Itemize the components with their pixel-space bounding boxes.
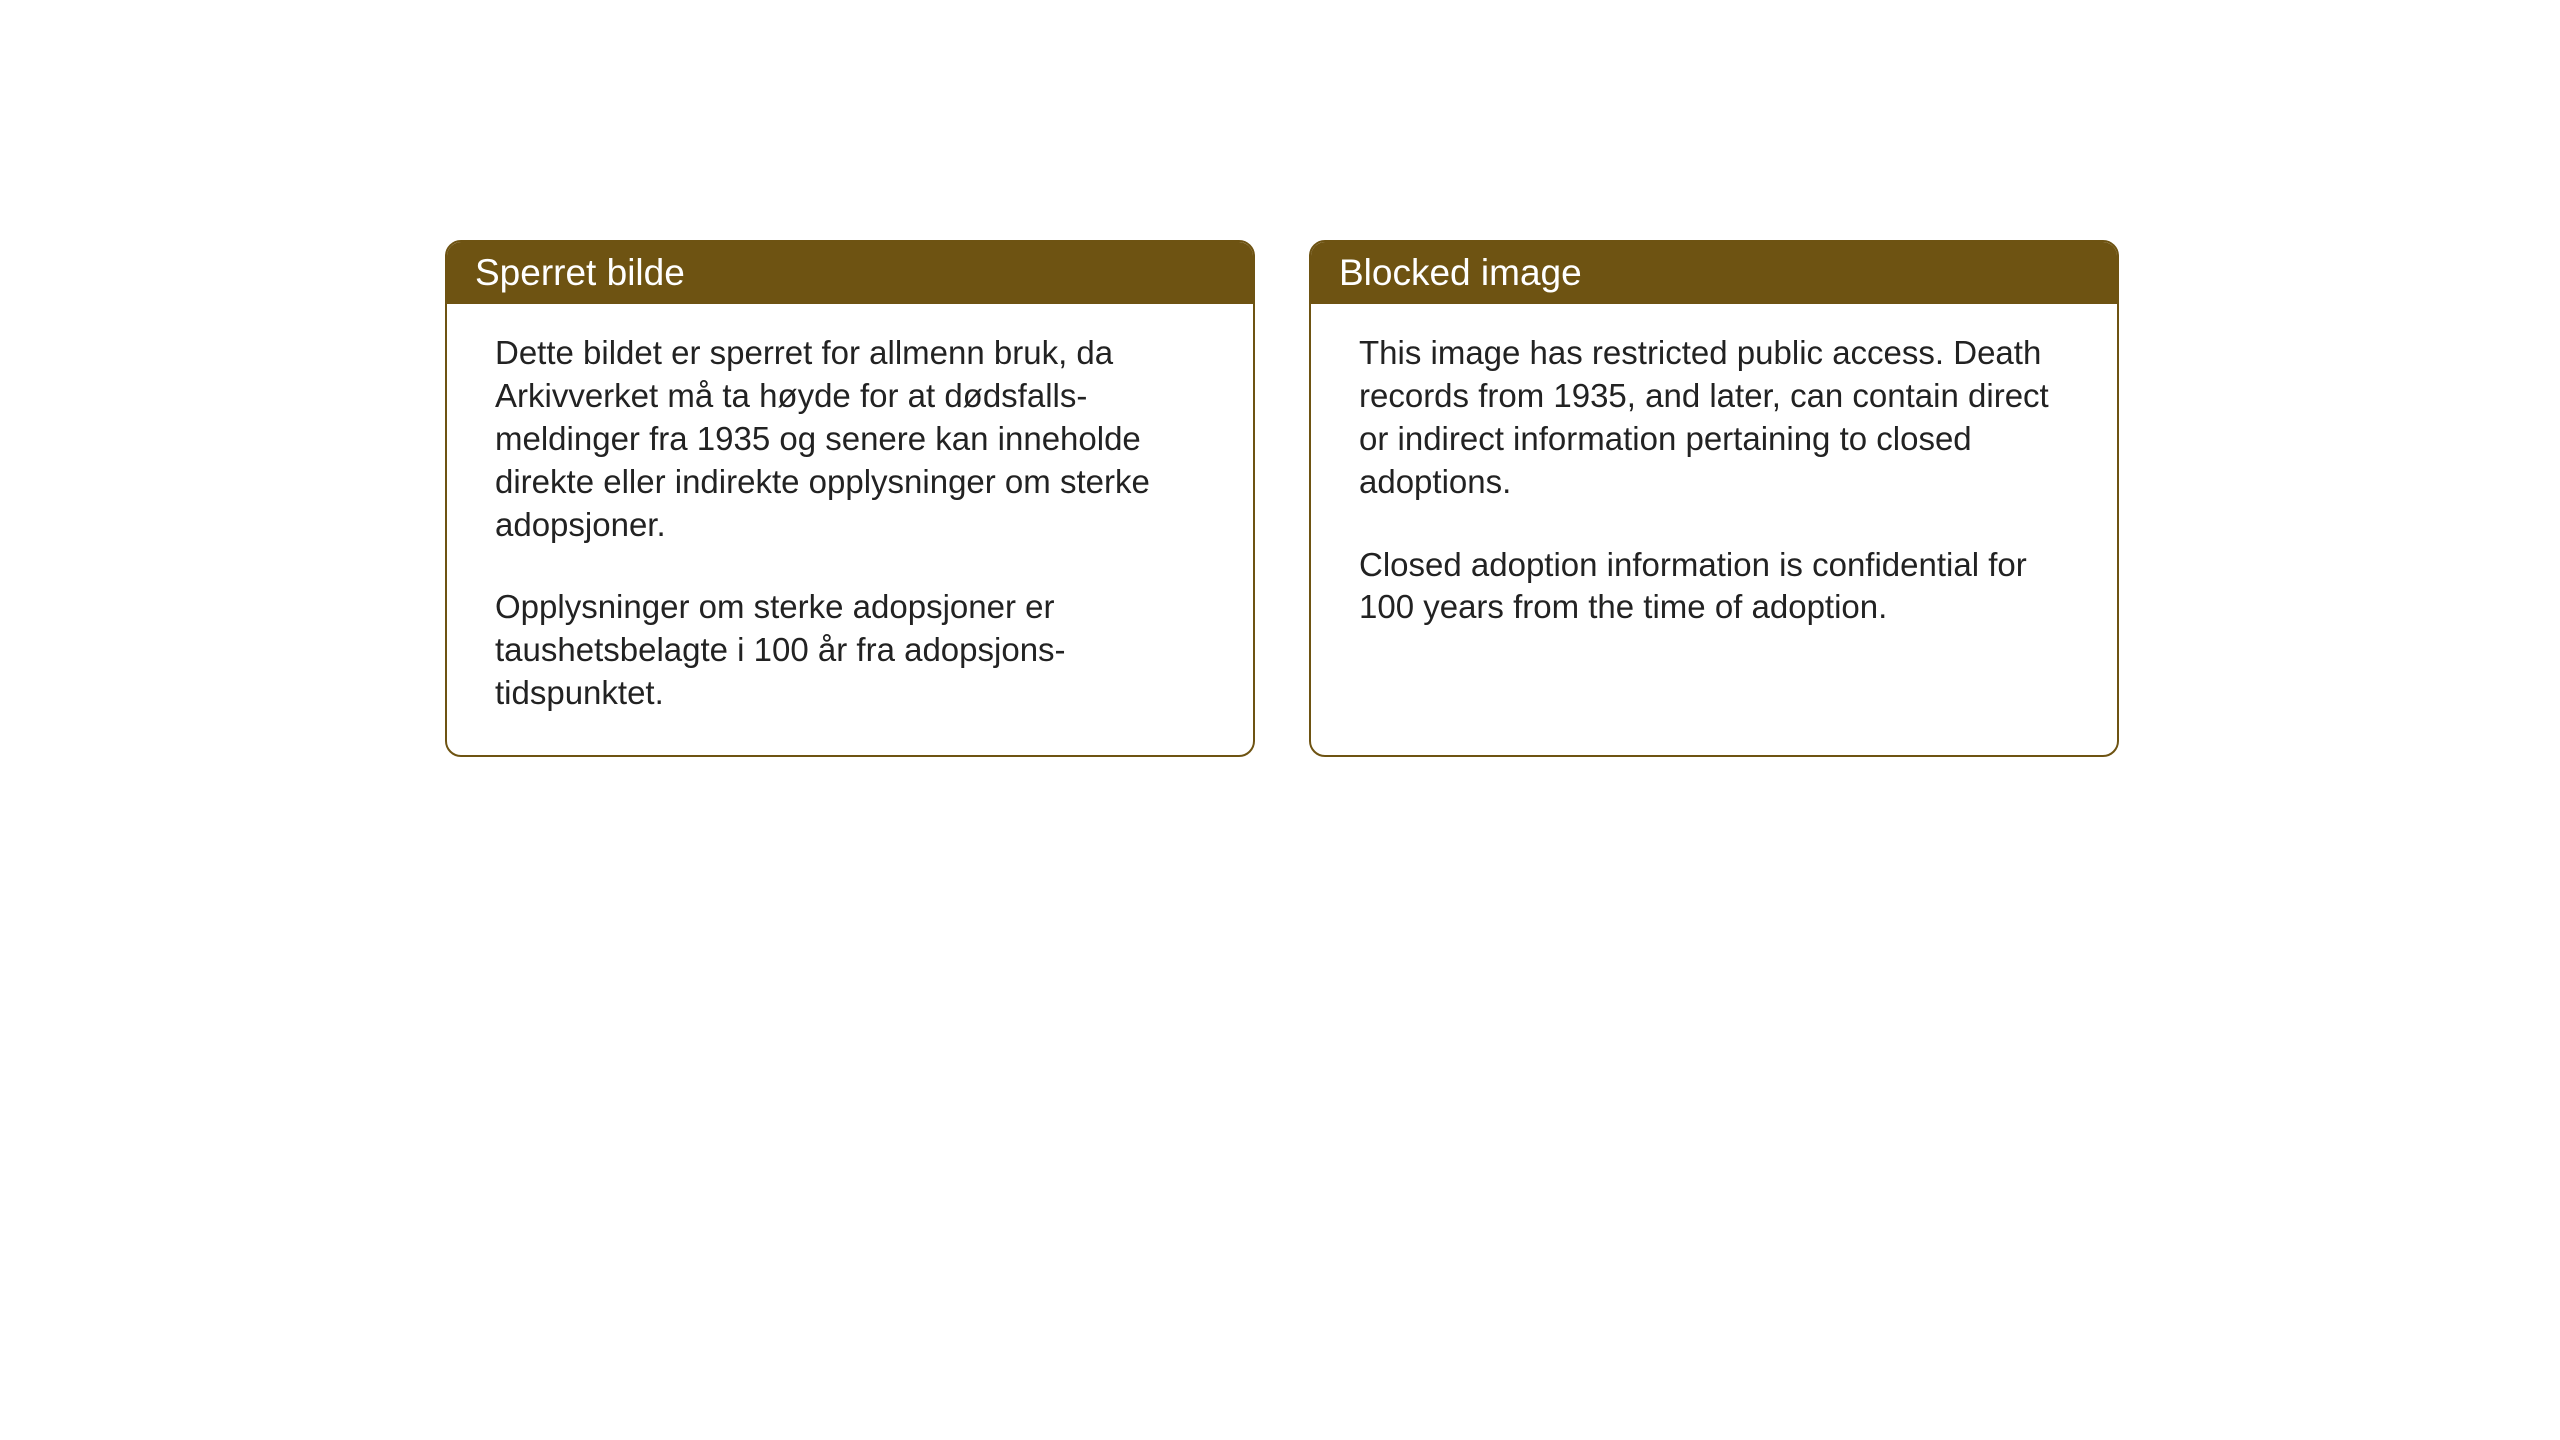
notice-container: Sperret bilde Dette bildet er sperret fo… <box>445 240 2560 757</box>
notice-box-english: Blocked image This image has restricted … <box>1309 240 2119 757</box>
notice-body-norwegian: Dette bildet er sperret for allmenn bruk… <box>447 304 1253 755</box>
notice-body-english: This image has restricted public access.… <box>1311 304 2117 744</box>
notice-box-norwegian: Sperret bilde Dette bildet er sperret fo… <box>445 240 1255 757</box>
notice-paragraph: Closed adoption information is confident… <box>1359 544 2073 630</box>
notice-paragraph: Opplysninger om sterke adopsjoner er tau… <box>495 586 1209 715</box>
notice-header-english: Blocked image <box>1311 242 2117 304</box>
notice-paragraph: This image has restricted public access.… <box>1359 332 2073 504</box>
notice-paragraph: Dette bildet er sperret for allmenn bruk… <box>495 332 1209 546</box>
notice-header-norwegian: Sperret bilde <box>447 242 1253 304</box>
